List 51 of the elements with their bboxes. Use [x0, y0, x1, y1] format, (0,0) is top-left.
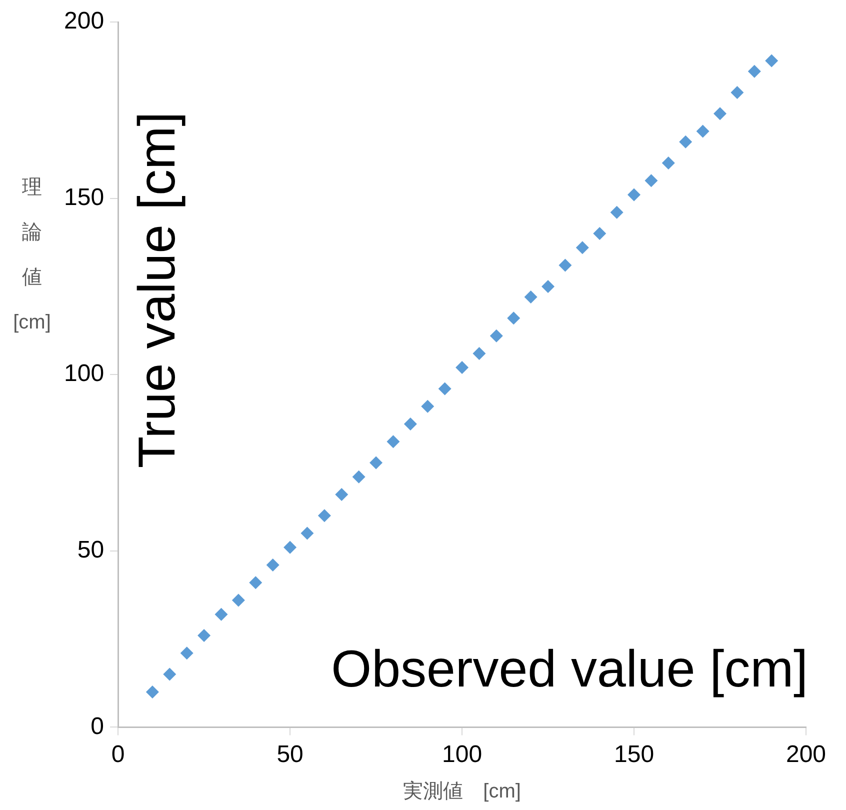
point [576, 241, 589, 254]
point [472, 346, 486, 360]
point [765, 54, 778, 68]
x-tick-label: 0 [111, 741, 125, 768]
x-tick-label: 100 [442, 741, 482, 768]
point [628, 188, 641, 202]
point [146, 685, 159, 698]
point [232, 594, 245, 607]
point [335, 488, 348, 501]
point [284, 540, 297, 554]
x-tick-label: 50 [276, 741, 304, 768]
point [386, 435, 400, 448]
point [266, 558, 280, 572]
point [558, 258, 572, 272]
annotation: True value [cm] [128, 112, 186, 468]
y-tick-label: 200 [64, 8, 104, 35]
point [421, 400, 434, 413]
point [163, 668, 176, 681]
point [610, 206, 624, 219]
annotation: Observed value [cm] [331, 640, 808, 699]
y-tick-label: 100 [64, 360, 104, 388]
point [593, 227, 606, 240]
point [490, 329, 503, 342]
point [679, 135, 692, 148]
point [404, 417, 417, 430]
point [300, 526, 314, 540]
point [198, 629, 211, 642]
point [524, 290, 538, 304]
point [748, 64, 761, 78]
y-axis-title: 理論値 [cm] [13, 176, 51, 334]
x-axis-title: 実測値 [cm] [403, 780, 521, 803]
point [352, 470, 366, 484]
point [180, 646, 194, 660]
point [644, 174, 658, 188]
point [249, 576, 262, 590]
point [438, 382, 452, 396]
point [714, 107, 727, 120]
y-tick-label: 50 [77, 536, 104, 564]
point [696, 124, 710, 138]
point [542, 280, 555, 293]
x-tick-label: 150 [614, 741, 654, 768]
y-tick-label: 0 [90, 712, 104, 740]
point [370, 456, 383, 470]
point [456, 361, 469, 374]
point [662, 156, 675, 170]
point [318, 509, 331, 522]
point [214, 608, 228, 621]
y-tick-label: 150 [64, 184, 104, 211]
x-tick-label: 200 [786, 741, 826, 768]
point [507, 312, 520, 325]
point [730, 86, 744, 100]
